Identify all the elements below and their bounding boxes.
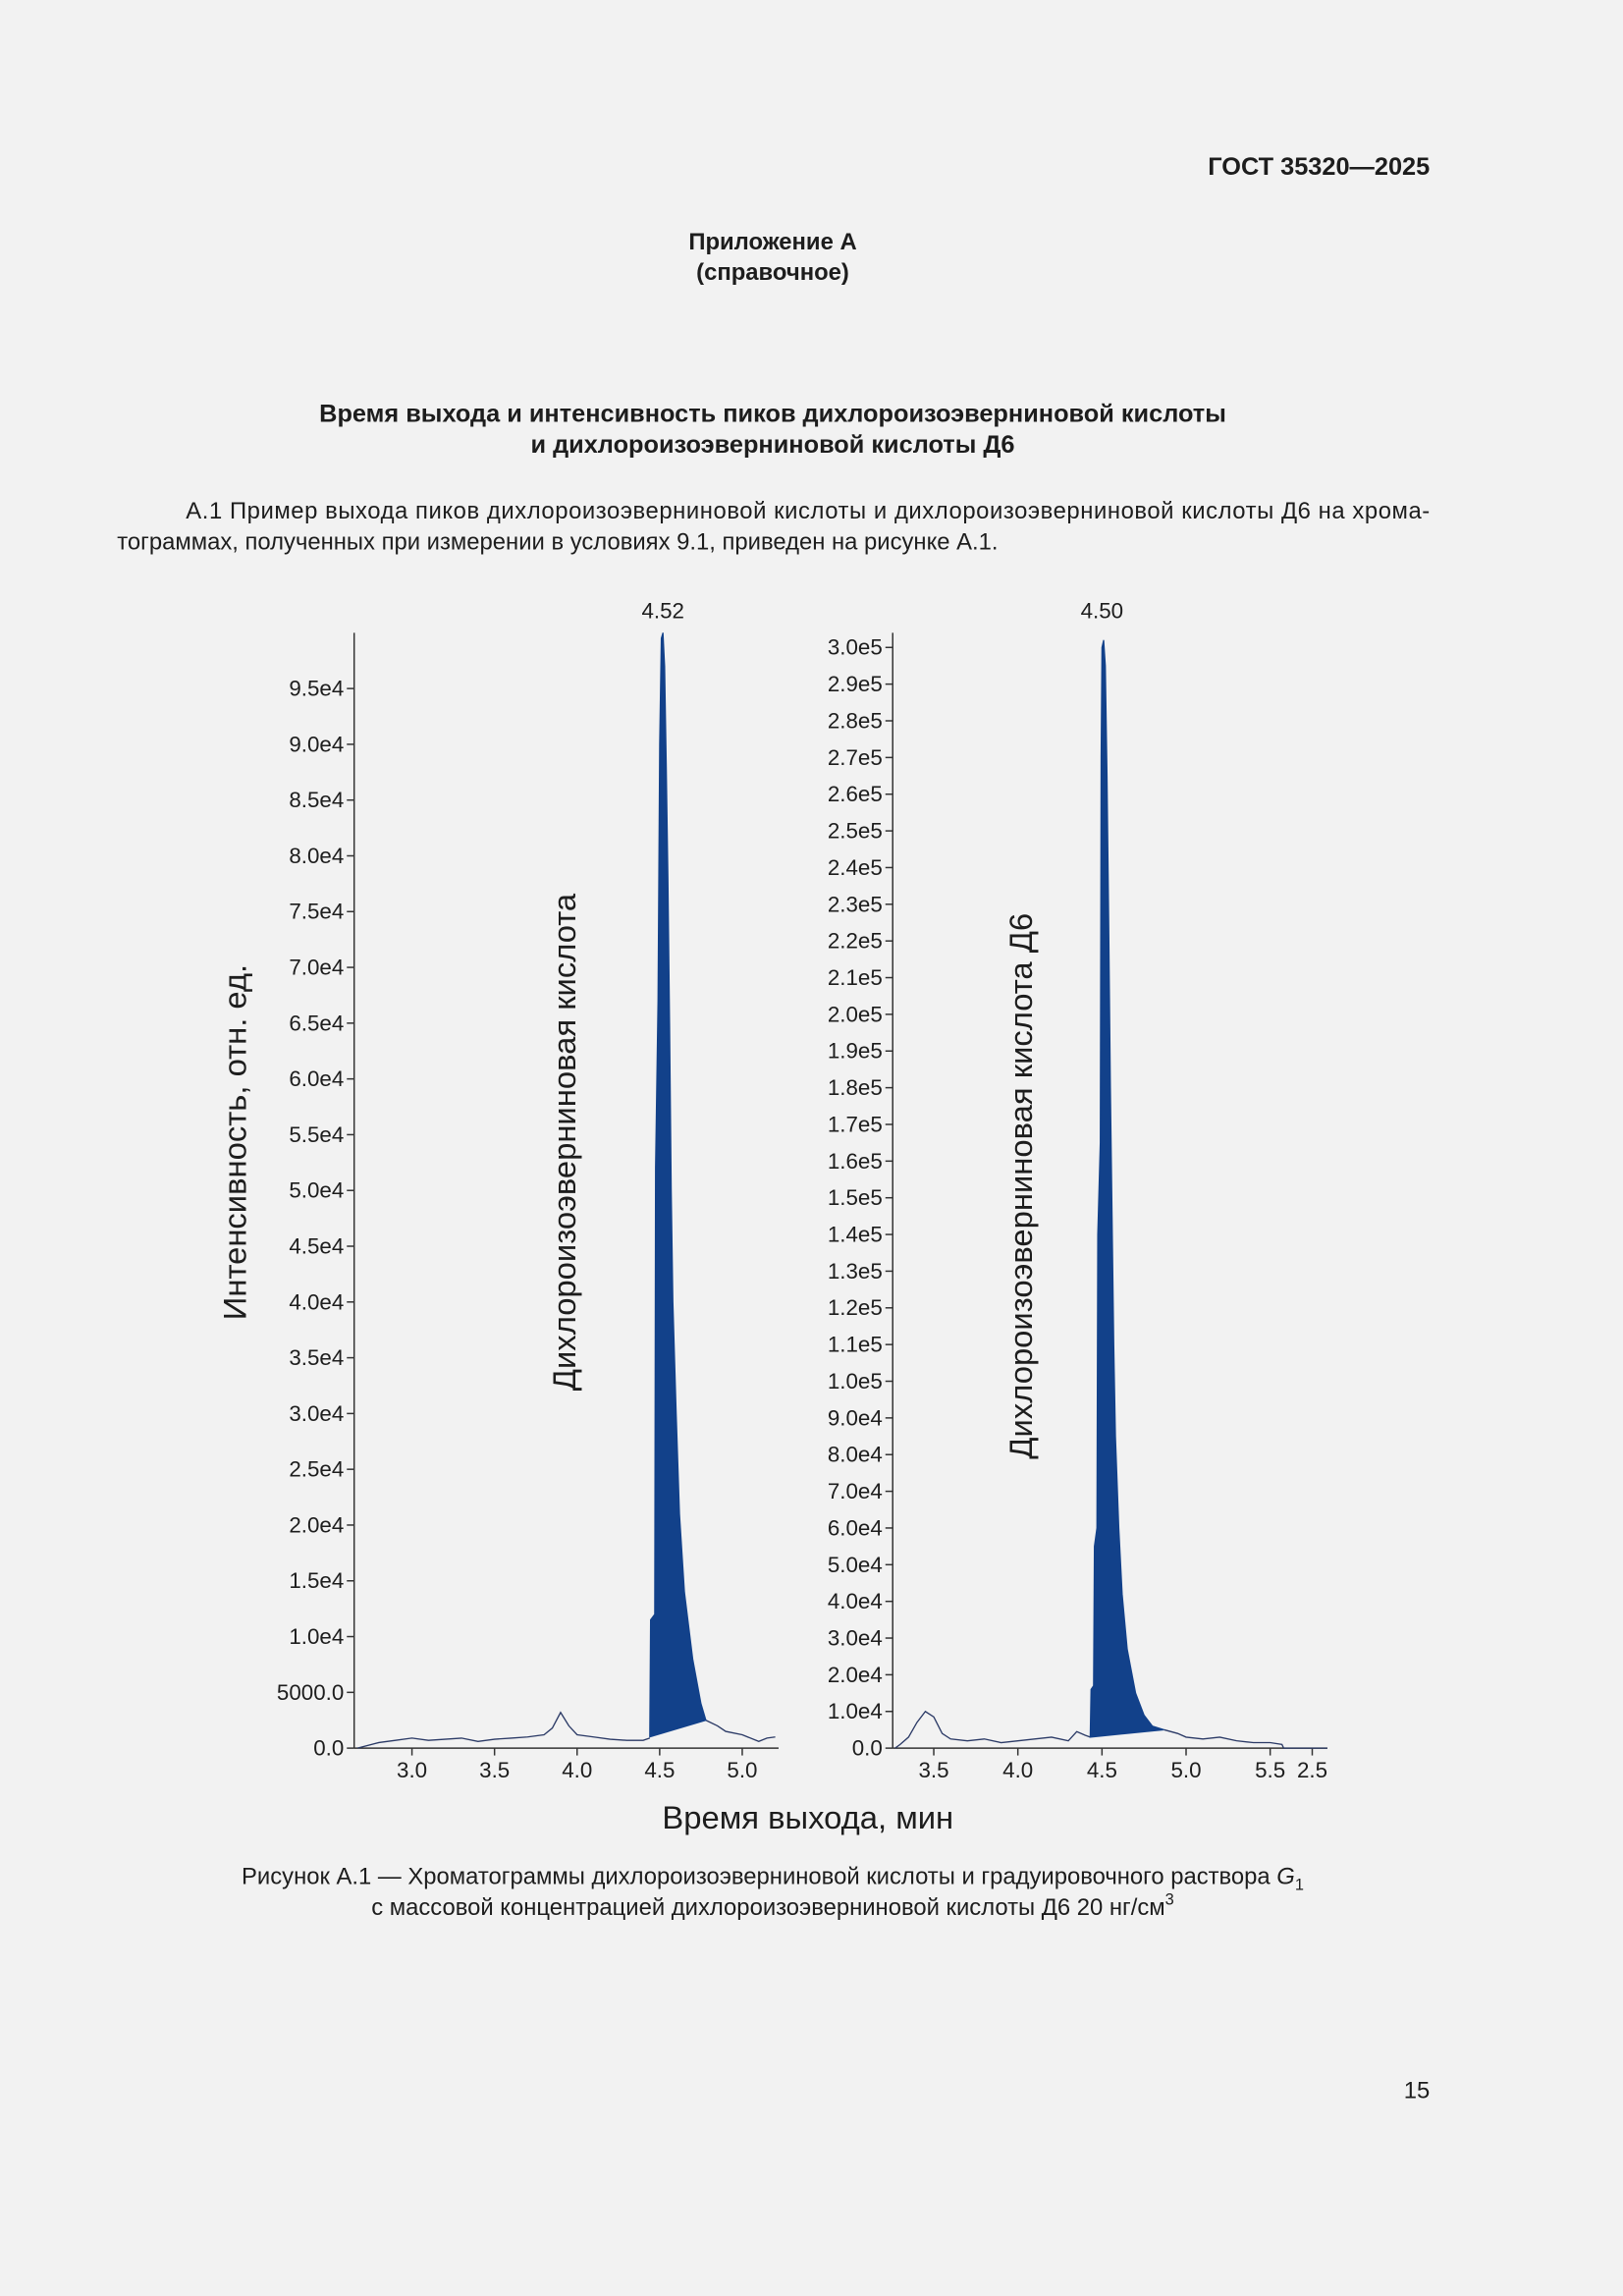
- y-tick-label: 1.0e4: [828, 1699, 883, 1723]
- section-title: и дихлороизоэверниновой кислоты Д6: [530, 431, 1014, 459]
- x-tick-label: 4.5: [1087, 1758, 1117, 1782]
- figure-caption: с массовой концентрацией дихлороизоэверн…: [371, 1891, 1174, 1921]
- peak-area: [1089, 639, 1164, 1738]
- y-tick-label: 3.0e5: [828, 635, 883, 660]
- x-tick-label: 5.0: [727, 1758, 757, 1782]
- y-tick-label: 2.7e5: [828, 745, 883, 770]
- y-tick-label: 5.0e4: [828, 1553, 883, 1577]
- x-tick-label: 3.5: [918, 1758, 948, 1782]
- y-tick-label: 5.0e4: [289, 1178, 344, 1203]
- y-tick-label: 4.5e4: [289, 1233, 344, 1258]
- x-tick-label: 4.0: [562, 1758, 592, 1782]
- y-tick-label: 1.3e5: [828, 1259, 883, 1284]
- y-axis-title: Интенсивность, отн. ед.: [216, 964, 252, 1320]
- y-tick-label: 3.5e4: [289, 1345, 344, 1370]
- y-tick-label: 1.5e4: [289, 1568, 344, 1593]
- y-tick-label: 0.0: [313, 1736, 344, 1761]
- y-tick-label: 9.0e4: [828, 1405, 883, 1430]
- y-tick-label: 2.6e5: [828, 782, 883, 806]
- y-tick-label: 5.5e4: [289, 1122, 344, 1147]
- y-tick-label: 7.5e4: [289, 900, 344, 924]
- figure-caption: Рисунок А.1 — Хроматограммы дихлороизоэв…: [242, 1864, 1304, 1894]
- y-tick-label: 1.2e5: [828, 1295, 883, 1320]
- caption-superscript: 3: [1165, 1891, 1174, 1909]
- y-tick-label: 2.0e5: [828, 1002, 883, 1026]
- x-tick-label: 4.5: [644, 1758, 675, 1782]
- x-tick-label: 3.5: [479, 1758, 510, 1782]
- x-tick-label: 5.0: [1170, 1758, 1201, 1782]
- caption-subscript: 1: [1295, 1877, 1304, 1894]
- y-tick-label: 7.0e4: [289, 956, 344, 980]
- caption-symbol: G: [1276, 1864, 1295, 1890]
- appendix-kind: (справочное): [696, 259, 849, 286]
- y-tick-label: 2.4e5: [828, 855, 883, 880]
- x-tick-label: 5.5: [1255, 1758, 1285, 1782]
- y-tick-label: 2.0e4: [289, 1512, 344, 1537]
- caption-text: с массовой концентрацией дихлороизоэверн…: [371, 1894, 1164, 1921]
- y-tick-label: 9.0e4: [289, 732, 344, 756]
- paragraph-line: А.1 Пример выхода пиков дихлороизоэверни…: [186, 498, 1430, 524]
- x-tick-label: 2.5: [1297, 1758, 1327, 1782]
- y-tick-label: 2.8e5: [828, 708, 883, 733]
- y-tick-label: 2.9e5: [828, 672, 883, 696]
- document-code: ГОСТ 35320—2025: [1208, 153, 1430, 181]
- compound-label: Дихлороизоэверниновая кислота Д6: [1002, 913, 1039, 1459]
- paragraph-line: тограммах, полученных при измерении в ус…: [117, 528, 998, 555]
- compound-label: Дихлороизоэверниновая кислота: [546, 893, 582, 1391]
- y-tick-label: 2.5e5: [828, 819, 883, 844]
- peak-label: 4.52: [641, 598, 683, 623]
- y-tick-label: 1.9e5: [828, 1039, 883, 1064]
- y-tick-label: 2.1e5: [828, 965, 883, 990]
- x-tick-label: 3.0: [397, 1758, 427, 1782]
- y-tick-label: 6.0e4: [289, 1066, 344, 1091]
- y-tick-label: 1.4e5: [828, 1223, 883, 1247]
- y-tick-label: 6.0e4: [828, 1515, 883, 1540]
- y-tick-label: 8.0e4: [289, 844, 344, 868]
- section-title: Время выхода и интенсивность пиков дихло…: [319, 401, 1226, 428]
- y-tick-label: 8.0e4: [828, 1443, 883, 1467]
- y-tick-label: 2.2e5: [828, 929, 883, 954]
- y-tick-label: 1.0e4: [289, 1624, 344, 1649]
- x-axis-title: Время выхода, мин: [662, 1799, 953, 1835]
- appendix-title: Приложение А: [688, 229, 856, 255]
- caption-text: Рисунок А.1 — Хроматограммы дихлороизоэв…: [242, 1864, 1276, 1890]
- chromatogram-trace: [894, 1710, 1327, 1749]
- chromatogram-trace: [356, 1711, 776, 1749]
- y-tick-label: 3.0e4: [828, 1625, 883, 1650]
- page-number: 15: [1404, 2077, 1431, 2104]
- y-tick-label: 1.6e5: [828, 1149, 883, 1174]
- y-tick-label: 2.5e4: [289, 1457, 344, 1482]
- y-tick-label: 8.5e4: [289, 788, 344, 812]
- y-tick-label: 2.3e5: [828, 892, 883, 916]
- y-tick-label: 1.1e5: [828, 1333, 883, 1357]
- y-tick-label: 5000.0: [277, 1680, 344, 1705]
- peak-area: [649, 632, 707, 1738]
- y-tick-label: 1.0e5: [828, 1369, 883, 1394]
- y-tick-label: 3.0e4: [289, 1401, 344, 1426]
- y-tick-label: 6.5e4: [289, 1011, 344, 1035]
- y-tick-label: 2.0e4: [828, 1663, 883, 1687]
- y-tick-label: 1.7e5: [828, 1112, 883, 1136]
- y-tick-label: 1.5e5: [828, 1185, 883, 1210]
- y-tick-label: 0.0: [852, 1736, 883, 1761]
- y-tick-label: 4.0e4: [828, 1589, 883, 1613]
- peak-label: 4.50: [1081, 598, 1124, 623]
- y-tick-label: 7.0e4: [828, 1479, 883, 1503]
- y-tick-label: 1.8e5: [828, 1075, 883, 1100]
- x-tick-label: 4.0: [1002, 1758, 1033, 1782]
- y-tick-label: 4.0e4: [289, 1289, 344, 1314]
- y-tick-label: 9.5e4: [289, 677, 344, 701]
